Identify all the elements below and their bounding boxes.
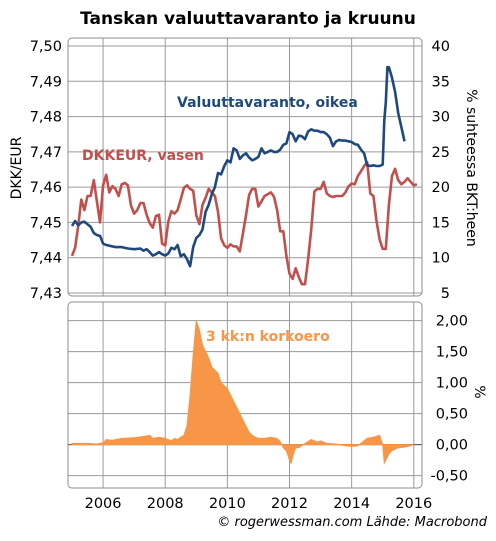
y-left-tick-label: 7,44 [30,251,62,267]
y-left-tick-label: 7,48 [30,110,62,126]
y-right-tick-label: 25 [432,145,450,161]
y-right-tick-label: 10 [432,251,450,267]
y-right-tick-label: 1,00 [436,376,468,392]
y-left-tick-label: 7,43 [30,286,62,302]
top-panel: 7,43 7,44 7,45 7,46 7,47 7,48 7,49 7,50 5 10 15 20… [9,37,479,302]
right-axis-label: % suhteessa BKT:heen [463,89,479,247]
y-right-tick-label: 40 [432,39,450,55]
bottom-panel-frame [67,301,423,489]
x-tick-label: 2010 [209,496,246,512]
bottom-panel: 2,00 1,50 1,00 0,50 0,00 -0,50 % 3 kk:n korko… [67,301,487,489]
top-series [70,65,418,286]
bottom-right-ticks: 2,00 1,50 1,00 0,50 0,00 -0,50 [430,314,468,485]
y-right-tick-label: 0,50 [436,407,468,423]
credit: © rogerwessman.com Lähde: Macrobond [217,515,487,530]
series-line-valuuttavaranto [70,65,406,268]
top-left-ticks: 7,43 7,44 7,45 7,46 7,47 7,48 7,49 7,50 [30,39,62,302]
top-right-ticks: 5 10 15 20 25 30 35 40 [432,39,450,302]
y-right-tick-label: 0,00 [436,438,468,454]
series-label-korkoero: 3 kk:n korkoero [206,329,330,345]
series-label-valuuttavaranto: Valuuttavaranto, oikea [177,95,358,111]
y-left-tick-label: 7,47 [30,145,62,161]
y-left-tick-label: 7,50 [30,39,62,55]
y-left-tick-label: 7,46 [30,180,62,196]
x-tick-label: 2012 [271,496,308,512]
y-right-tick-label: 20 [432,180,450,196]
y-right-tick-label: 35 [432,74,450,90]
x-tick-label: 2006 [85,496,122,512]
y-right-tick-label: 1,50 [436,345,468,361]
y-right-tick-label: 2,00 [436,314,468,330]
bottom-series [71,320,414,466]
x-tick-label: 2014 [333,496,370,512]
x-axis-ticks: 2006 2008 2010 2012 2014 2016 [85,496,433,512]
y-left-tick-label: 7,49 [30,74,62,90]
x-tick-label: 2016 [395,496,432,512]
y-right-tick-label: 30 [432,110,450,126]
y-right-tick-label: 5 [441,286,450,302]
y-left-tick-label: 7,45 [30,215,62,231]
top-panel-frame [67,37,423,297]
y-right-tick-label: -0,50 [430,469,468,485]
y-right-tick-label: 15 [432,215,450,231]
top-grid [68,38,422,296]
series-label-dkkeur: DKKEUR, vasen [82,148,204,164]
series-area-korkoero [71,320,414,466]
x-tick-label: 2008 [147,496,184,512]
bottom-right-axis-label: % [471,385,487,398]
series-line-dkkeur [70,161,418,286]
left-axis-label: DKK/EUR [9,136,25,199]
chart-title: Tanskan valuuttavaranto ja kruunu [80,9,416,29]
